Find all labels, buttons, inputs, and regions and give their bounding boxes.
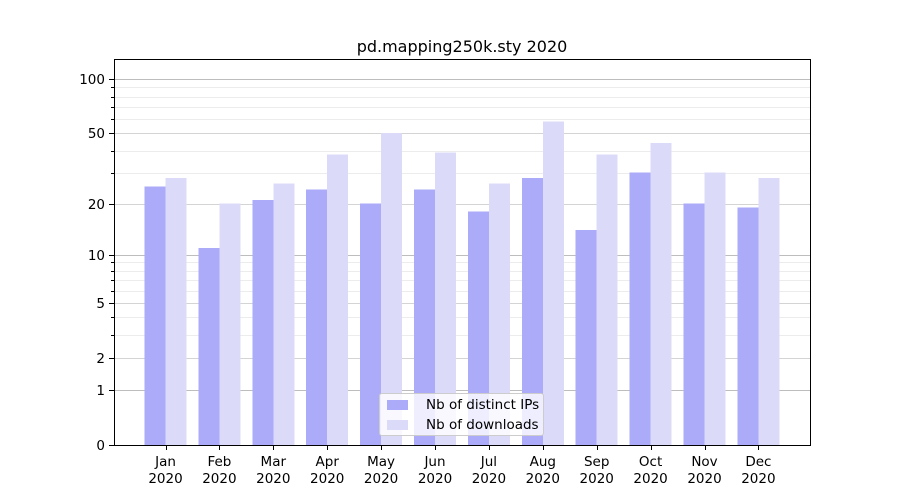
bar-downloads-apr [327,154,349,445]
x-tick-label-year: 2020 [741,471,775,487]
x-tick-label-month: Mar [261,454,287,470]
x-tick-label-year: 2020 [526,471,560,487]
y-tick-label: 5 [96,296,105,312]
x-tick-label-year: 2020 [418,471,452,487]
legend-item-distinct-ips: Nb of distinct IPs [387,396,543,414]
bar-distinct-ips-mar [252,199,274,445]
bar-downloads-aug [542,121,564,446]
x-tick-label-year: 2020 [580,471,614,487]
bar-downloads-jun [435,152,456,445]
bar-downloads-jul [488,183,510,445]
bar-distinct-ips-may [360,203,382,445]
x-tick-label-month: Jan [154,454,176,470]
bar-downloads-jan [165,177,187,445]
bar-distinct-ips-jun [414,189,435,445]
x-tick-label-month: Nov [691,454,717,470]
x-tick-label-year: 2020 [202,471,236,487]
bar-distinct-ips-dec [737,207,759,445]
y-tick-label: 20 [88,197,105,213]
x-tick-label-year: 2020 [364,471,398,487]
bar-downloads-may [381,133,403,445]
distinct-ips-swatch-icon [387,399,408,410]
x-tick-label-month: Jun [423,454,445,470]
x-tick-label-year: 2020 [687,471,721,487]
x-tick-label-month: Oct [639,454,662,470]
bar-downloads-feb [219,203,241,445]
x-tick-label-month: Sep [584,454,609,470]
x-tick-label-year: 2020 [310,471,344,487]
bar-distinct-ips-aug [521,177,543,445]
bar-distinct-ips-apr [306,189,328,445]
legend-item-downloads: Nb of downloads [387,416,543,434]
x-tick-label-year: 2020 [472,471,506,487]
x-tick-label-year: 2020 [148,471,182,487]
x-tick-label-month: Jul [480,454,497,470]
bar-distinct-ips-jan [144,186,166,445]
x-tick-label-month: Dec [745,454,771,470]
x-tick-label-month: Apr [316,454,340,470]
bar-downloads-nov [704,172,726,445]
bar-downloads-oct [650,143,672,446]
y-tick-label: 50 [88,126,105,142]
plot-frame [114,59,811,446]
y-tick-label: 0 [96,438,105,454]
downloads-swatch-icon [387,419,408,430]
y-tick-label: 1 [96,383,105,399]
x-tick-label-month: Aug [530,454,556,470]
y-tick-label: 2 [96,351,105,367]
bar-downloads-mar [273,183,295,445]
bar-distinct-ips-sep [575,230,597,445]
legend: Nb of distinct IPs Nb of downloads [379,393,544,436]
x-tick-label-year: 2020 [256,471,290,487]
legend-label-downloads: Nb of downloads [426,416,539,433]
chart-title: pd.mapping250k.sty 2020 [356,37,568,56]
x-tick-label-year: 2020 [633,471,667,487]
bar-downloads-dec [758,177,780,445]
y-tick-label: 10 [88,248,105,264]
bar-distinct-ips-feb [198,247,220,445]
legend-label-distinct-ips: Nb of distinct IPs [426,396,540,413]
bar-downloads-sep [596,154,618,445]
bar-distinct-ips-jul [467,211,489,445]
x-tick-label-month: Feb [207,454,231,470]
y-tick-label: 100 [79,72,105,88]
x-tick-label-month: May [367,454,395,470]
bar-distinct-ips-nov [683,203,705,445]
bar-distinct-ips-oct [629,172,651,445]
